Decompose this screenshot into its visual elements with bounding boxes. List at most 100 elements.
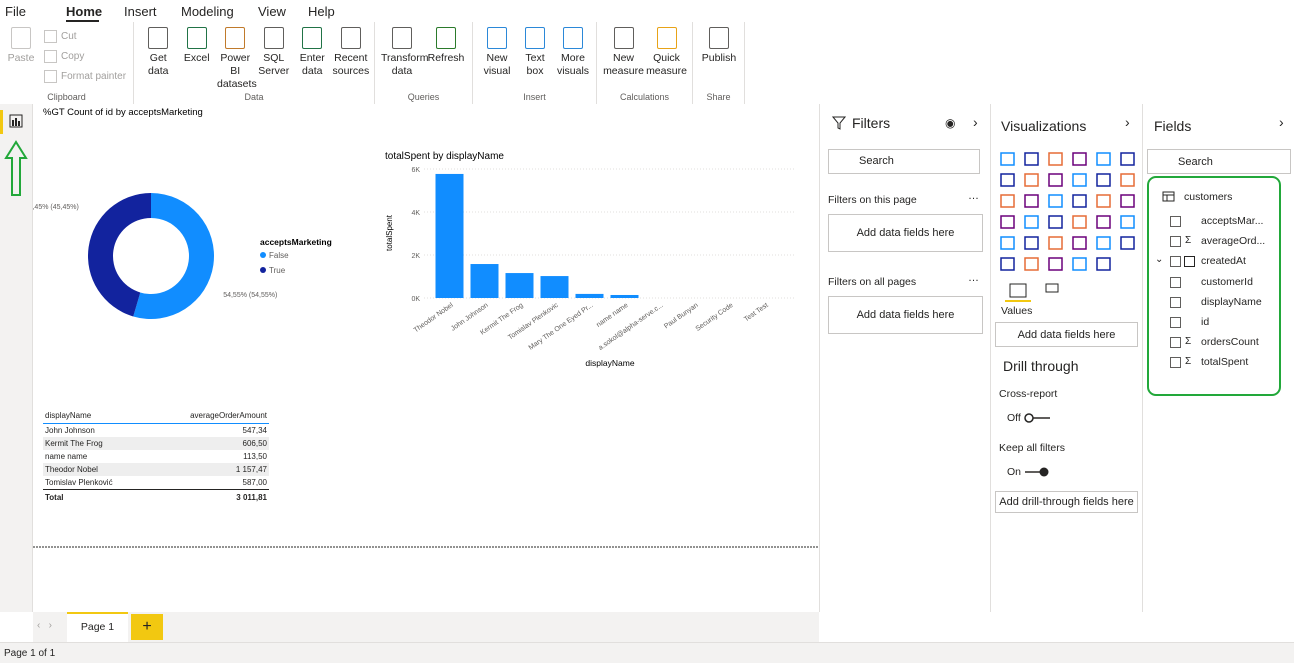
tab-scroll[interactable]: ‹ › <box>37 620 52 631</box>
menu-item[interactable]: Modeling <box>181 4 234 19</box>
y-tick-label: 0K <box>411 296 420 303</box>
ribbon-button[interactable]: Recent sources <box>332 27 371 78</box>
visual-type-icon[interactable] <box>1024 236 1039 250</box>
checkbox[interactable] <box>1170 317 1181 328</box>
visual-type-icon[interactable] <box>1120 152 1135 166</box>
checkbox[interactable] <box>1170 337 1181 349</box>
visual-type-icon[interactable] <box>1048 215 1063 229</box>
visual-type-icon[interactable] <box>1048 152 1063 166</box>
checkbox[interactable] <box>1170 296 1181 308</box>
field-name[interactable]: totalSpent <box>1201 356 1249 369</box>
search-box[interactable]: Search <box>1147 149 1291 174</box>
visual-type-icon[interactable] <box>1072 194 1087 208</box>
toggle[interactable] <box>1024 411 1052 425</box>
visual-type-icon[interactable] <box>1072 236 1087 250</box>
more-options[interactable]: … <box>968 190 979 202</box>
ribbon-button[interactable]: New measure <box>602 27 645 78</box>
visual-type-icon[interactable] <box>1120 215 1135 229</box>
field-name[interactable]: id <box>1201 316 1210 328</box>
visual-type-icon[interactable] <box>1096 173 1111 187</box>
visual-type-icon[interactable] <box>1120 236 1135 250</box>
eye-icon[interactable]: ◉ <box>945 116 956 130</box>
drop-zone[interactable]: Add data fields here <box>828 296 983 334</box>
menu-item[interactable]: Insert <box>124 4 157 19</box>
ribbon-button[interactable]: Transform data <box>380 27 428 78</box>
visual-type-icon[interactable] <box>1096 215 1111 229</box>
drill-drop[interactable]: Add drill-through fields here <box>995 491 1138 513</box>
visual-type-icon[interactable] <box>1000 152 1015 166</box>
add-page[interactable]: + <box>131 614 163 640</box>
menu-item[interactable]: View <box>258 4 286 19</box>
visual-type-icon[interactable] <box>1096 152 1111 166</box>
values-drop[interactable]: Add data fields here <box>995 322 1138 347</box>
table-name[interactable]: customers <box>1184 191 1233 203</box>
visual-type-icon[interactable] <box>1000 173 1015 187</box>
field-name[interactable]: ordersCount <box>1201 336 1259 349</box>
ribbon-button[interactable]: New visual <box>478 27 516 78</box>
visual-type-icon[interactable] <box>1000 236 1015 250</box>
visual-type-icon[interactable] <box>1000 215 1015 229</box>
ribbon-button[interactable]: Text box <box>516 27 554 78</box>
visual-type-icon[interactable] <box>1024 257 1039 271</box>
collapse-icon[interactable]: › <box>1279 114 1284 130</box>
field-name[interactable]: acceptsMar... <box>1201 215 1264 227</box>
menu-item[interactable]: File <box>5 4 26 19</box>
field-name[interactable]: createdAt <box>1201 255 1246 268</box>
visual-type-icon[interactable] <box>1024 194 1039 208</box>
ribbon-button-small[interactable]: Cut <box>44 30 77 43</box>
checkbox[interactable] <box>1170 216 1181 227</box>
visual-type-icon[interactable] <box>1000 194 1015 208</box>
ribbon-button[interactable]: SQL Server <box>255 27 294 78</box>
visual-type-icon[interactable] <box>1048 257 1063 271</box>
ribbon-button[interactable]: Enter data <box>293 27 332 78</box>
checkbox[interactable] <box>1170 276 1181 288</box>
visual-type-icon[interactable] <box>1048 236 1063 250</box>
visual-type-icon[interactable] <box>1096 257 1111 271</box>
more-options[interactable]: … <box>968 272 979 284</box>
ribbon-button[interactable]: Quick measure <box>645 27 688 78</box>
fields-tab-icon[interactable] <box>1009 283 1027 298</box>
ribbon-button[interactable]: Excel <box>178 27 217 65</box>
visual-type-icon[interactable] <box>1072 257 1087 271</box>
report-view-icon[interactable] <box>9 114 23 128</box>
search-box[interactable]: Search <box>828 149 980 174</box>
toggle[interactable] <box>1023 465 1051 479</box>
button-icon <box>392 27 412 49</box>
visual-type-icon[interactable] <box>1024 215 1039 229</box>
menu-item[interactable]: Help <box>308 4 335 19</box>
collapse-icon[interactable]: › <box>973 114 978 130</box>
ribbon-button-small[interactable]: Format painter <box>44 70 126 83</box>
field-name[interactable]: averageOrd... <box>1201 235 1266 248</box>
visual-type-icon[interactable] <box>1048 173 1063 187</box>
ribbon-button[interactable]: Paste <box>4 27 38 65</box>
visual-type-icon[interactable] <box>1072 215 1087 229</box>
drop-zone[interactable]: Add data fields here <box>828 214 983 252</box>
visual-type-icon[interactable] <box>1096 236 1111 250</box>
checkbox[interactable] <box>1170 236 1181 248</box>
field-name[interactable]: displayName <box>1201 295 1262 308</box>
visual-type-icon[interactable] <box>1120 194 1135 208</box>
visual-type-icon[interactable] <box>1048 194 1063 208</box>
visual-type-icon[interactable] <box>1096 194 1111 208</box>
ribbon-button[interactable]: Get data <box>139 27 178 78</box>
expand-icon[interactable]: ⌄ <box>1155 254 1164 266</box>
visual-type-icon[interactable] <box>1072 152 1087 166</box>
checkbox[interactable] <box>1170 256 1181 268</box>
ribbon-button-small[interactable]: Copy <box>44 50 84 63</box>
page-tab[interactable]: Page 1 <box>67 612 128 642</box>
visual-type-icon[interactable] <box>1024 152 1039 166</box>
ribbon-button[interactable]: Power BI datasets <box>216 27 257 91</box>
visual-type-icon[interactable] <box>1000 257 1015 271</box>
collapse-icon[interactable]: › <box>1125 114 1130 130</box>
visual-type-icon[interactable] <box>1024 173 1039 187</box>
field-name[interactable]: customerId <box>1201 275 1253 288</box>
visual-type-icon[interactable] <box>1072 173 1087 187</box>
checkbox[interactable] <box>1170 357 1181 369</box>
format-tab-icon[interactable] <box>1045 283 1059 293</box>
ribbon-button[interactable]: Refresh <box>424 27 468 65</box>
button-label: Power BI datasets <box>217 52 257 90</box>
menu-item[interactable]: Home <box>66 4 103 19</box>
visual-type-icon[interactable] <box>1120 173 1135 187</box>
ribbon-button[interactable]: More visuals <box>554 27 592 78</box>
ribbon-button[interactable]: Publish <box>698 27 740 65</box>
